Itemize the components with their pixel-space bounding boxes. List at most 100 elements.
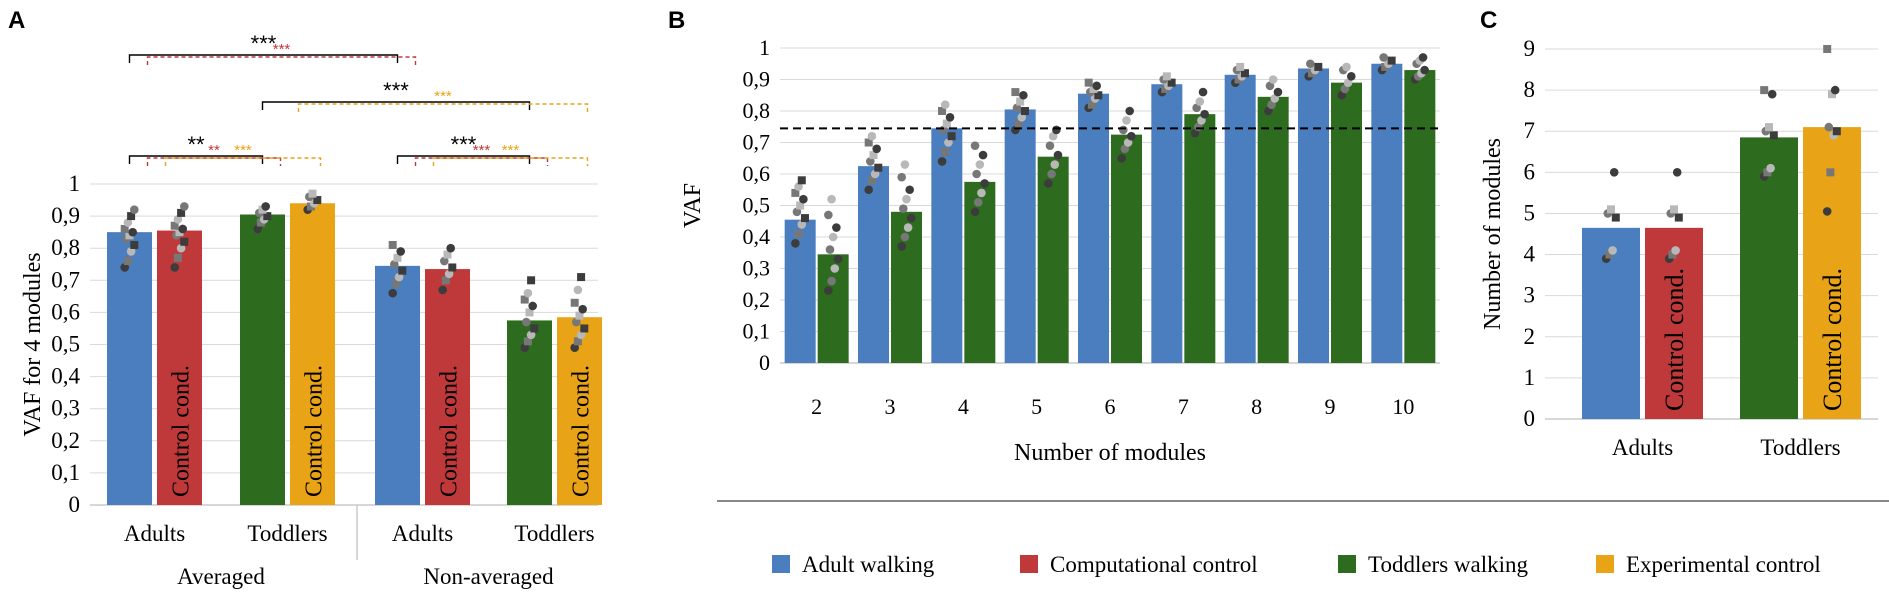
a-significance-label: **: [187, 132, 205, 157]
panel-c-chart: 0 1 2 3 4 5 6 7 8 9 Control cond. Adults Control con…: [1480, 36, 1878, 460]
panel-a-chart: 0 0,1 0,2 0,3 0,4 0,5 0,6 0,7 0,8 0,9 1 Control con…: [20, 31, 602, 589]
a-computational-square-point: [448, 263, 457, 272]
b-adult-square-point: [864, 138, 873, 147]
b-adult-point: [1092, 81, 1101, 91]
c-experimental-square-point: [1832, 127, 1841, 136]
b-adult-square-point: [1240, 69, 1249, 78]
a-computational-point: [170, 263, 179, 272]
b-ytick-label: 0,7: [743, 130, 771, 155]
b-toddler-point: [970, 141, 980, 150]
c-adult-square-point: [1607, 205, 1615, 214]
a-significance-label: ***: [502, 142, 520, 159]
b-toddler-point: [1420, 65, 1429, 75]
c-group-label: Adults: [1612, 435, 1673, 460]
b-bar-toddler: [1257, 96, 1289, 363]
b-adult-square-point: [1084, 78, 1093, 87]
b-bar-adult: [1224, 74, 1256, 364]
b-xtick-label: 2: [811, 394, 822, 419]
b-adult-point: [1019, 90, 1028, 100]
a-group-label: Averaged: [177, 564, 265, 589]
a-ytick-label: 0,4: [51, 364, 80, 389]
a-toddler-square-point: [263, 212, 272, 221]
c-ytick-label: 2: [1524, 324, 1536, 349]
c-toddler-square-point: [1760, 86, 1769, 95]
b-adult-point: [1379, 53, 1388, 62]
b-toddler-point: [1047, 169, 1056, 179]
b-toddler-point: [824, 210, 833, 220]
b-bar-toddler: [1404, 70, 1436, 364]
a-significance-bracket: [432, 157, 589, 166]
b-toddler-point: [897, 172, 906, 182]
a-experimental-square-point: [577, 273, 586, 282]
b-adult-square-point: [1314, 62, 1323, 71]
b-toddler-point: [903, 223, 913, 232]
legend-swatch-adult: [772, 555, 790, 573]
a-significance-bracket: [297, 103, 589, 112]
a-toddler-point: [526, 330, 536, 340]
c-toddler-square-point: [1765, 123, 1773, 132]
b-adult-square-point: [938, 107, 947, 115]
a-significance-label: ***: [473, 142, 491, 159]
b-toddler-point: [1347, 72, 1356, 81]
b-y-axis-title: VAF: [680, 183, 706, 228]
c-ytick-label: 0: [1524, 406, 1536, 431]
a-adult-square-point: [388, 240, 397, 249]
b-toddler-point: [980, 179, 989, 188]
b-toddler-point: [1117, 153, 1126, 163]
b-toddler-point: [824, 286, 833, 295]
b-adult-square-point: [1089, 84, 1098, 93]
b-adult-square-point: [1387, 56, 1396, 65]
c-y-axis-title: Number of modules: [1480, 138, 1506, 330]
b-ytick-label: 0,9: [743, 67, 771, 92]
b-bar-adult: [1298, 68, 1329, 363]
c-adult-point: [1609, 168, 1619, 177]
a-adult-square-point: [127, 212, 136, 221]
c-computational-point: [1672, 168, 1682, 177]
a-ytick-label: 0,7: [51, 267, 80, 292]
b-toddler-point: [827, 194, 836, 204]
b-toddler-point: [1127, 131, 1136, 141]
b-adult-square-point: [1167, 78, 1176, 87]
a-experimental-point: [572, 317, 581, 327]
b-adult-point: [797, 220, 807, 229]
b-bar-adult: [931, 128, 963, 363]
b-adult-point: [1306, 59, 1315, 69]
b-toddler-point: [977, 188, 986, 198]
c-ytick-label: 3: [1524, 283, 1536, 308]
b-adult-square-point: [1234, 75, 1243, 84]
b-toddler-point: [827, 276, 836, 286]
b-bar-toddler: [1111, 134, 1142, 363]
b-bar-toddler: [1184, 114, 1216, 364]
b-adult-square-point: [942, 119, 951, 128]
c-ytick-label: 1: [1524, 365, 1536, 390]
a-experimental-point: [573, 285, 583, 295]
b-adult-square-point: [1236, 62, 1245, 71]
b-toddler-point: [832, 223, 841, 232]
a-adult-point: [388, 288, 398, 298]
c-computational-square-point: [1668, 250, 1677, 259]
b-toddler-point: [828, 232, 838, 242]
b-adult-point: [794, 182, 803, 191]
b-toddler-point: [975, 160, 985, 169]
a-subgroup-label: Adults: [392, 521, 453, 546]
c-experimental-point: [1822, 207, 1832, 216]
c-bar-computational: [1645, 227, 1703, 419]
c-toddler-square-point: [1769, 131, 1778, 140]
b-toddler-point: [1418, 53, 1428, 62]
a-significance-label: ***: [234, 142, 252, 159]
a-ytick-label: 0: [69, 492, 81, 517]
a-computational-point: [438, 285, 448, 295]
a-toddler-square-point: [258, 205, 267, 214]
a-group-label: Non-averaged: [423, 564, 554, 589]
b-adult-square-point: [867, 176, 876, 185]
b-bar-adult: [1004, 109, 1036, 363]
a-significance-bracket: [396, 155, 531, 164]
a-adult-square-point: [130, 240, 139, 249]
b-adult-square-point: [1162, 72, 1171, 81]
a-bar-adult: [375, 265, 420, 505]
c-ytick-label: 8: [1524, 77, 1536, 102]
b-toddler-point: [833, 254, 843, 264]
b-toddler-point: [1119, 125, 1128, 135]
a-experimental-square-point: [573, 337, 582, 346]
b-toddler-point: [900, 232, 910, 242]
